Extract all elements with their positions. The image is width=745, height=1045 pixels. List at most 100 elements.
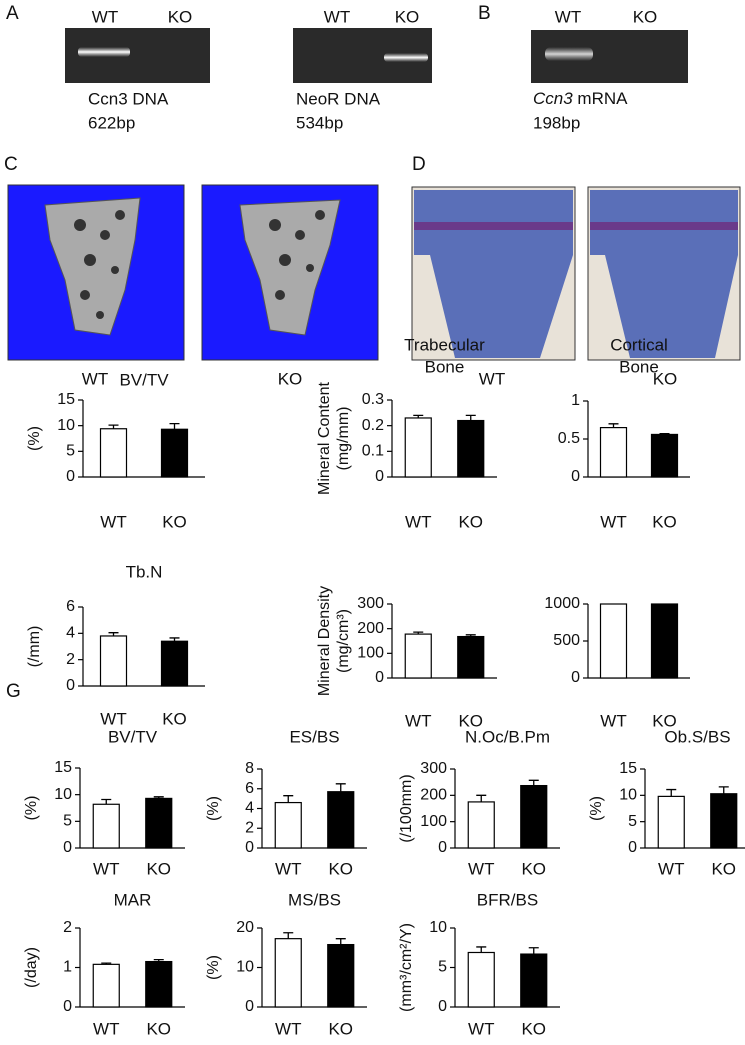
panel-label: G bbox=[6, 681, 21, 702]
error-bar bbox=[718, 786, 729, 794]
y-tick-label: 0.5 bbox=[558, 430, 580, 447]
x-tick-label: KO bbox=[146, 859, 171, 878]
image-label: KO bbox=[653, 369, 678, 388]
y-tick-label: 15 bbox=[619, 760, 637, 777]
y-axis-label: (/mm) bbox=[26, 626, 43, 668]
panel-label: A bbox=[6, 3, 19, 24]
error-bar bbox=[465, 414, 476, 421]
gel-caption: NeoR DNA bbox=[296, 89, 381, 108]
error-bar bbox=[101, 962, 112, 965]
histology-image bbox=[411, 186, 576, 361]
gel-caption: 622bp bbox=[88, 113, 135, 132]
error-bar bbox=[153, 796, 164, 799]
x-tick-label: KO bbox=[458, 711, 483, 730]
x-tick-label: WT bbox=[93, 1019, 119, 1038]
gel: WT KO Ccn3 DNA 622bp bbox=[65, 7, 210, 132]
y-tick-label: 5 bbox=[66, 443, 75, 460]
error-bar bbox=[476, 794, 487, 802]
lane-label: KO bbox=[633, 7, 658, 26]
gel: WT KO NeoR DNA 534bp bbox=[293, 7, 432, 132]
error-bar bbox=[465, 634, 476, 637]
chart-title: N.Oc/B.Pm bbox=[465, 727, 550, 746]
chart-title: Trabecular bbox=[404, 335, 485, 354]
y-tick-label: 0 bbox=[245, 839, 254, 856]
chart-title: Ob.S/BS bbox=[664, 727, 730, 746]
y-tick-label: 0 bbox=[63, 839, 72, 856]
x-tick-label: WT bbox=[100, 512, 126, 531]
y-tick-label: 0 bbox=[245, 998, 254, 1015]
chart-title: MS/BS bbox=[288, 890, 341, 909]
bar bbox=[650, 603, 679, 679]
ct-image bbox=[201, 184, 379, 361]
x-tick-label: WT bbox=[658, 859, 684, 878]
bar bbox=[467, 951, 495, 1008]
y-tick-label: 10 bbox=[236, 959, 254, 976]
y-axis-label: Mineral Content bbox=[316, 381, 333, 495]
ct-image bbox=[7, 184, 185, 361]
error-bar bbox=[413, 631, 424, 635]
x-tick-label: WT bbox=[600, 512, 626, 531]
image-label: WT bbox=[82, 369, 108, 388]
y-axis-label: (mg/cm³) bbox=[335, 609, 352, 673]
gel-caption: 534bp bbox=[296, 113, 343, 132]
chart-title: ES/BS bbox=[289, 727, 339, 746]
error-bar bbox=[528, 779, 539, 786]
gel-caption-text: mRNA bbox=[577, 89, 628, 108]
y-axis-label: (%) bbox=[205, 796, 222, 821]
y-tick-label: 15 bbox=[57, 391, 75, 408]
y-tick-label: 0 bbox=[66, 468, 75, 485]
x-tick-label: KO bbox=[458, 512, 483, 531]
lane-label: KO bbox=[395, 7, 420, 26]
gene-name: Ccn3 bbox=[533, 89, 573, 108]
y-tick-label: 500 bbox=[553, 632, 580, 649]
y-tick-label: 100 bbox=[420, 813, 447, 830]
y-axis-label: Mineral Density bbox=[316, 586, 333, 696]
y-axis-label: (%) bbox=[588, 796, 605, 821]
error-bar bbox=[608, 423, 619, 428]
bar bbox=[710, 793, 738, 849]
x-tick-label: KO bbox=[521, 859, 546, 878]
y-tick-label: 0 bbox=[66, 677, 75, 694]
bar bbox=[99, 635, 128, 687]
bar bbox=[467, 801, 495, 849]
y-tick-label: 2 bbox=[245, 819, 254, 836]
y-axis-label: (%) bbox=[23, 796, 40, 821]
x-tick-label: WT bbox=[100, 709, 126, 728]
lane-label: WT bbox=[324, 7, 350, 26]
x-tick-label: WT bbox=[405, 711, 431, 730]
y-tick-label: 1 bbox=[571, 392, 580, 409]
error-bar bbox=[476, 946, 487, 953]
y-tick-label: 5 bbox=[628, 813, 637, 830]
y-tick-label: 5 bbox=[63, 813, 72, 830]
error-bar bbox=[169, 637, 180, 642]
y-axis-label: (/100mm) bbox=[398, 774, 415, 842]
x-tick-label: KO bbox=[652, 711, 677, 730]
y-tick-label: 0.2 bbox=[362, 417, 384, 434]
bar bbox=[145, 797, 173, 849]
lane-label: WT bbox=[92, 7, 118, 26]
chart-title: BV/TV bbox=[119, 370, 169, 389]
y-tick-label: 4 bbox=[66, 625, 75, 642]
y-tick-label: 0 bbox=[375, 468, 384, 485]
y-tick-label: 15 bbox=[54, 759, 72, 776]
bar bbox=[657, 795, 685, 849]
error-bar bbox=[335, 938, 346, 945]
bar bbox=[327, 791, 355, 849]
y-tick-label: 200 bbox=[357, 620, 384, 637]
bar bbox=[92, 803, 120, 849]
bar bbox=[457, 635, 485, 679]
chart-title: Bone bbox=[619, 357, 659, 376]
bar bbox=[457, 419, 485, 478]
x-tick-label: KO bbox=[328, 1019, 353, 1038]
error-bar bbox=[169, 422, 180, 430]
error-bar bbox=[283, 795, 294, 803]
error-bar bbox=[666, 788, 677, 797]
histology-image bbox=[587, 186, 741, 361]
bar bbox=[160, 428, 189, 478]
x-tick-label: KO bbox=[652, 512, 677, 531]
y-axis-label: (mm³/cm²/Y) bbox=[398, 923, 415, 1012]
bar bbox=[520, 784, 548, 849]
x-tick-label: KO bbox=[328, 859, 353, 878]
